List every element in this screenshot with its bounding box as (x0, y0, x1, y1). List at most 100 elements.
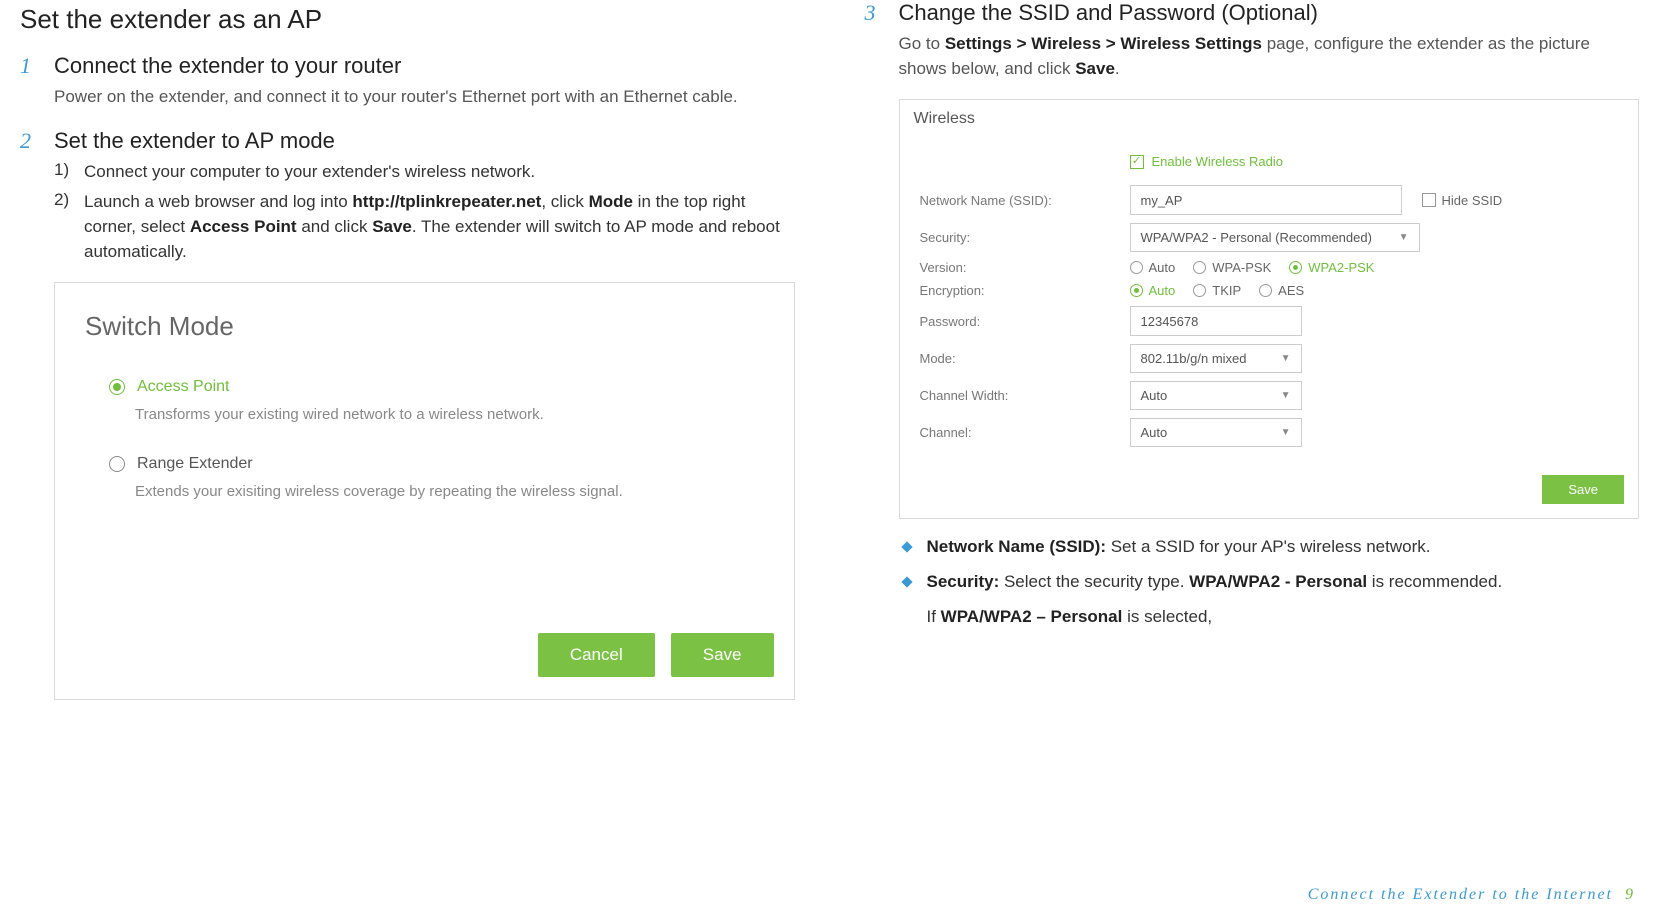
password-input[interactable]: 12345678 (1130, 306, 1302, 336)
bold: Access Point (190, 217, 297, 236)
bold: WPA/WPA2 – Personal (941, 607, 1123, 626)
radio-label: Auto (1149, 283, 1176, 298)
radio-label: AES (1278, 283, 1304, 298)
bold: Settings > Wireless > Wireless Settings (945, 34, 1262, 53)
text: is selected, (1122, 607, 1212, 626)
wireless-save-button[interactable]: Save (1542, 475, 1624, 504)
section-title: Set the extender as an AP (20, 4, 795, 35)
field-label: Security: (920, 230, 1130, 245)
encryption-tkip-radio[interactable]: TKIP (1193, 283, 1241, 298)
radio-label: Auto (1149, 260, 1176, 275)
field-label: Channel Width: (920, 388, 1130, 403)
bullet-security: Security: Select the security type. WPA/… (899, 570, 1640, 595)
switch-mode-panel: Switch Mode Access Point Transforms your… (54, 282, 795, 700)
step-1: 1 Connect the extender to your router (20, 53, 795, 79)
checkbox-icon: ✓ (1130, 155, 1144, 169)
bullet-after-text: If WPA/WPA2 – Personal is selected, (927, 607, 1640, 627)
page-number: 9 (1625, 886, 1635, 903)
step-3: 3 Change the SSID and Password (Optional… (865, 0, 1640, 26)
hide-ssid-label: Hide SSID (1442, 193, 1503, 208)
radio-icon (109, 456, 125, 472)
radio-access-point[interactable]: Access Point (109, 378, 768, 396)
step-body: Power on the extender, and connect it to… (54, 85, 795, 110)
substep-text: Launch a web browser and log into http:/… (84, 190, 795, 264)
panel-title: Switch Mode (85, 311, 768, 342)
chevron-down-icon: ▼ (1281, 353, 1291, 364)
step-title: Set the extender to AP mode (54, 128, 335, 154)
bold: http://tplinkrepeater.net (352, 192, 541, 211)
radio-icon (1193, 284, 1206, 297)
bold: Network Name (SSID): (927, 537, 1106, 556)
radio-range-extender[interactable]: Range Extender (109, 455, 768, 473)
text: and click (297, 217, 373, 236)
radio-icon (1193, 261, 1206, 274)
field-label: Encryption: (920, 283, 1130, 298)
step-title: Connect the extender to your router (54, 53, 401, 79)
footer-text: Connect the Extender to the Internet (1308, 886, 1613, 903)
bold: Security: (927, 572, 1000, 591)
text: Select the security type. (999, 572, 1189, 591)
encryption-aes-radio[interactable]: AES (1259, 283, 1304, 298)
ssid-input[interactable]: my_AP (1130, 185, 1402, 215)
security-dropdown[interactable]: WPA/WPA2 - Personal (Recommended) ▼ (1130, 223, 1420, 252)
text: Launch a web browser and log into (84, 192, 352, 211)
radio-label: TKIP (1212, 283, 1241, 298)
step-body: Go to Settings > Wireless > Wireless Set… (899, 32, 1640, 81)
version-wpapsk-radio[interactable]: WPA-PSK (1193, 260, 1271, 275)
step-number: 2 (20, 128, 54, 154)
bold: Mode (589, 192, 633, 211)
panel-title: Wireless (900, 100, 1639, 134)
dropdown-value: 802.11b/g/n mixed (1141, 351, 1247, 366)
diamond-icon (901, 542, 912, 553)
radio-icon (1130, 284, 1143, 297)
radio-icon (1130, 261, 1143, 274)
field-label: Network Name (SSID): (920, 193, 1130, 208)
radio-description: Transforms your existing wired network t… (135, 404, 675, 427)
bold: WPA/WPA2 - Personal (1189, 572, 1367, 591)
channel-width-dropdown[interactable]: Auto ▼ (1130, 381, 1302, 410)
radio-label: WPA-PSK (1212, 260, 1271, 275)
substep-2: 2) Launch a web browser and log into htt… (54, 190, 795, 264)
chevron-down-icon: ▼ (1281, 427, 1291, 438)
encryption-auto-radio[interactable]: Auto (1130, 283, 1176, 298)
wireless-panel: Wireless ✓ Enable Wireless Radio Network… (899, 99, 1640, 519)
channel-dropdown[interactable]: Auto ▼ (1130, 418, 1302, 447)
bold: Save (1075, 59, 1115, 78)
radio-label: WPA2-PSK (1308, 260, 1374, 275)
text: Go to (899, 34, 945, 53)
mode-dropdown[interactable]: 802.11b/g/n mixed ▼ (1130, 344, 1302, 373)
text: If (927, 607, 941, 626)
version-wpa2psk-radio[interactable]: WPA2-PSK (1289, 260, 1374, 275)
diamond-icon (901, 576, 912, 587)
substep-1: 1) Connect your computer to your extende… (54, 160, 795, 185)
text: . (1115, 59, 1120, 78)
chevron-down-icon: ▼ (1281, 390, 1291, 401)
bold: Save (372, 217, 412, 236)
chevron-down-icon: ▼ (1399, 232, 1409, 243)
radio-label: Range Extender (137, 455, 253, 473)
dropdown-value: Auto (1141, 425, 1168, 440)
version-auto-radio[interactable]: Auto (1130, 260, 1176, 275)
cancel-button[interactable]: Cancel (538, 633, 655, 677)
save-button[interactable]: Save (671, 633, 774, 677)
radio-description: Extends your exisiting wireless coverage… (135, 481, 675, 504)
page-footer: Connect the Extender to the Internet 9 (1308, 886, 1635, 904)
text: Set a SSID for your AP's wireless networ… (1106, 537, 1430, 556)
radio-label: Access Point (137, 378, 229, 396)
substep-number: 1) (54, 160, 84, 185)
text: , click (541, 192, 588, 211)
step-number: 1 (20, 53, 54, 79)
step-title: Change the SSID and Password (Optional) (899, 0, 1318, 26)
enable-wireless-checkbox[interactable]: ✓ Enable Wireless Radio (1130, 154, 1619, 169)
step-2: 2 Set the extender to AP mode (20, 128, 795, 154)
step-number: 3 (865, 0, 899, 26)
substep-text: Connect your computer to your extender's… (84, 160, 535, 185)
radio-icon (1259, 284, 1272, 297)
field-label: Password: (920, 314, 1130, 329)
hide-ssid-checkbox[interactable] (1422, 193, 1436, 207)
dropdown-value: WPA/WPA2 - Personal (Recommended) (1141, 230, 1372, 245)
field-label: Channel: (920, 425, 1130, 440)
field-label: Mode: (920, 351, 1130, 366)
text: is recommended. (1367, 572, 1502, 591)
radio-icon (109, 379, 125, 395)
